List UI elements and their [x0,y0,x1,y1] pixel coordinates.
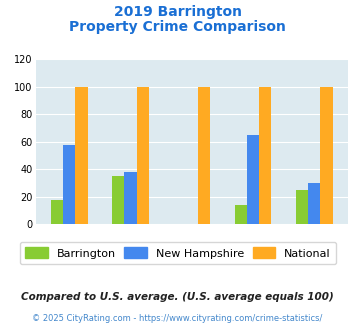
Bar [198,87,210,224]
Bar [63,145,75,224]
Bar [308,183,320,224]
Bar [137,87,149,224]
Bar [296,190,308,224]
Bar [247,135,259,224]
Bar [51,200,63,224]
Bar [75,87,88,224]
Bar [259,87,271,224]
Text: Compared to U.S. average. (U.S. average equals 100): Compared to U.S. average. (U.S. average … [21,292,334,302]
Text: 2019 Barrington: 2019 Barrington [114,5,241,19]
Text: © 2025 CityRating.com - https://www.cityrating.com/crime-statistics/: © 2025 CityRating.com - https://www.city… [32,314,323,323]
Bar [235,205,247,224]
Bar [124,172,137,224]
Bar [112,176,124,224]
Bar [320,87,333,224]
Text: Property Crime Comparison: Property Crime Comparison [69,20,286,34]
Legend: Barrington, New Hampshire, National: Barrington, New Hampshire, National [20,242,336,264]
